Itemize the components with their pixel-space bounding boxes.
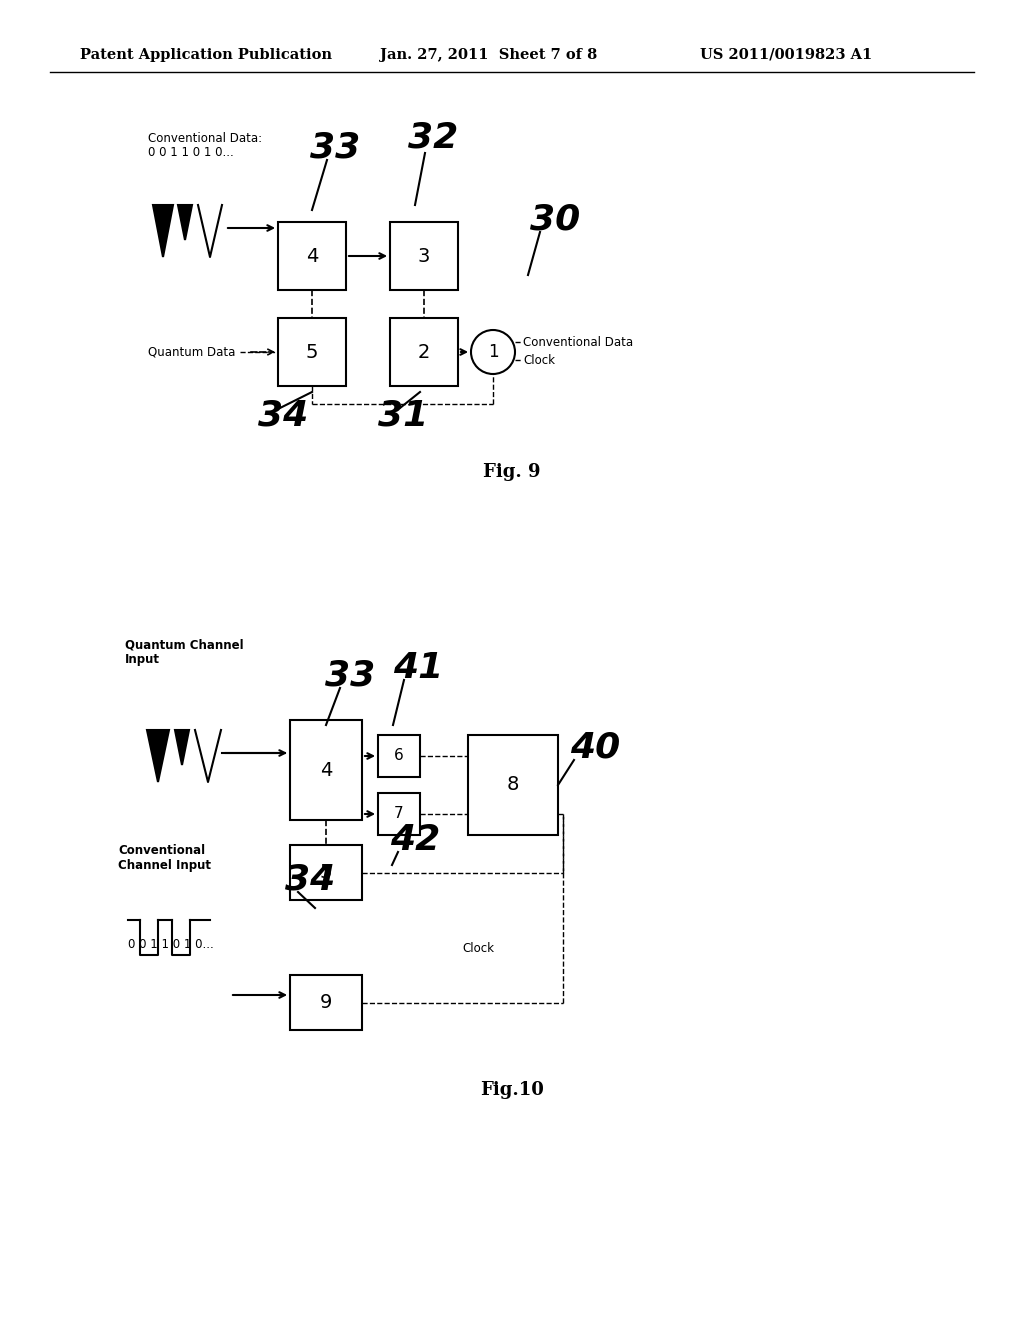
Text: 42: 42 <box>390 822 440 857</box>
Bar <box>468 735 558 836</box>
Text: 5: 5 <box>319 863 332 882</box>
Text: 9: 9 <box>319 993 332 1012</box>
Text: 32: 32 <box>408 121 459 154</box>
Bar <box>290 845 362 900</box>
Bar <box>290 719 362 820</box>
Polygon shape <box>175 730 189 766</box>
Text: Channel Input: Channel Input <box>118 859 211 873</box>
Bar <box>290 975 362 1030</box>
Text: Fig. 9: Fig. 9 <box>483 463 541 480</box>
Text: Quantum Channel: Quantum Channel <box>125 639 244 652</box>
Text: 1: 1 <box>487 343 499 360</box>
Text: 31: 31 <box>378 399 428 432</box>
Text: 34: 34 <box>258 399 308 432</box>
Text: 33: 33 <box>325 657 375 692</box>
Text: 0 0 1 1 0 1 0...: 0 0 1 1 0 1 0... <box>128 939 214 952</box>
Polygon shape <box>147 730 169 781</box>
Circle shape <box>471 330 515 374</box>
Text: 30: 30 <box>530 203 581 238</box>
Bar <box>278 222 346 290</box>
Polygon shape <box>153 205 173 257</box>
Bar <box>378 793 420 836</box>
Text: Clock: Clock <box>523 354 555 367</box>
Bar <box>278 318 346 385</box>
Text: 8: 8 <box>507 776 519 795</box>
Text: 41: 41 <box>393 651 443 685</box>
Text: 33: 33 <box>310 131 360 165</box>
Text: 34: 34 <box>285 863 335 898</box>
Text: Conventional Data: Conventional Data <box>523 335 633 348</box>
Bar <box>378 735 420 777</box>
Text: 5: 5 <box>306 342 318 362</box>
Text: 3: 3 <box>418 247 430 265</box>
Text: Conventional Data:: Conventional Data: <box>148 132 262 144</box>
Text: 4: 4 <box>319 760 332 780</box>
Bar <box>390 318 458 385</box>
Text: Input: Input <box>125 653 160 667</box>
Text: 7: 7 <box>394 807 403 821</box>
Text: Fig.10: Fig.10 <box>480 1081 544 1100</box>
Text: US 2011/0019823 A1: US 2011/0019823 A1 <box>700 48 872 62</box>
Polygon shape <box>178 205 193 240</box>
Text: 4: 4 <box>306 247 318 265</box>
Text: Patent Application Publication: Patent Application Publication <box>80 48 332 62</box>
Text: Quantum Data: Quantum Data <box>148 346 236 359</box>
Text: 6: 6 <box>394 748 403 763</box>
Text: 0 0 1 1 0 1 0...: 0 0 1 1 0 1 0... <box>148 147 233 160</box>
Text: Clock: Clock <box>462 941 494 954</box>
Text: 2: 2 <box>418 342 430 362</box>
Text: Conventional: Conventional <box>118 843 205 857</box>
Text: Jan. 27, 2011  Sheet 7 of 8: Jan. 27, 2011 Sheet 7 of 8 <box>380 48 597 62</box>
Text: 40: 40 <box>570 731 621 766</box>
Bar <box>390 222 458 290</box>
